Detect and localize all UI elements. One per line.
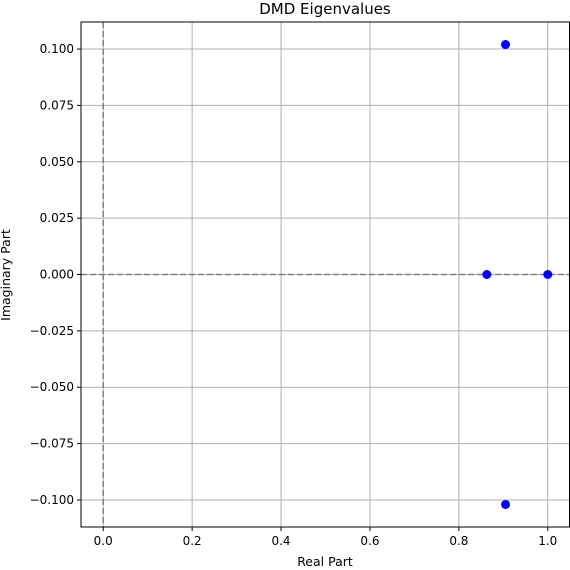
y-tick-label: −0.025 — [30, 324, 74, 338]
y-tick-label: 0.100 — [40, 42, 74, 56]
data-points — [482, 40, 553, 509]
eigenvalue-point — [482, 270, 492, 279]
eigenvalue-point — [501, 40, 511, 50]
x-tick-label: 0.6 — [360, 534, 379, 548]
chart-title: DMD Eigenvalues — [259, 0, 391, 18]
y-tick-label: −0.050 — [30, 380, 74, 394]
y-tick-label: 0.050 — [40, 155, 74, 169]
x-axis-label: Real Part — [297, 554, 353, 569]
y-tick-label: −0.075 — [30, 437, 74, 451]
y-axis-ticks: 0.100 0.075 0.050 0.025 0.000 −0.025 −0.050 −0.… — [30, 42, 81, 507]
y-tick-label: 0.000 — [40, 268, 74, 282]
y-axis-label: Imaginary Part — [0, 229, 13, 321]
x-tick-label: 0.0 — [94, 534, 113, 548]
y-tick-label: −0.100 — [30, 493, 74, 507]
x-tick-label: 0.8 — [449, 534, 468, 548]
x-tick-label: 1.0 — [538, 534, 557, 548]
x-tick-label: 0.2 — [183, 534, 202, 548]
y-tick-label: 0.025 — [40, 211, 74, 225]
y-tick-label: 0.075 — [40, 98, 74, 112]
x-axis-ticks: 0.0 0.2 0.4 0.6 0.8 1.0 — [94, 527, 557, 548]
eigenvalue-point — [501, 499, 511, 509]
x-tick-label: 0.4 — [271, 534, 290, 548]
eigenvalue-point — [543, 270, 553, 279]
